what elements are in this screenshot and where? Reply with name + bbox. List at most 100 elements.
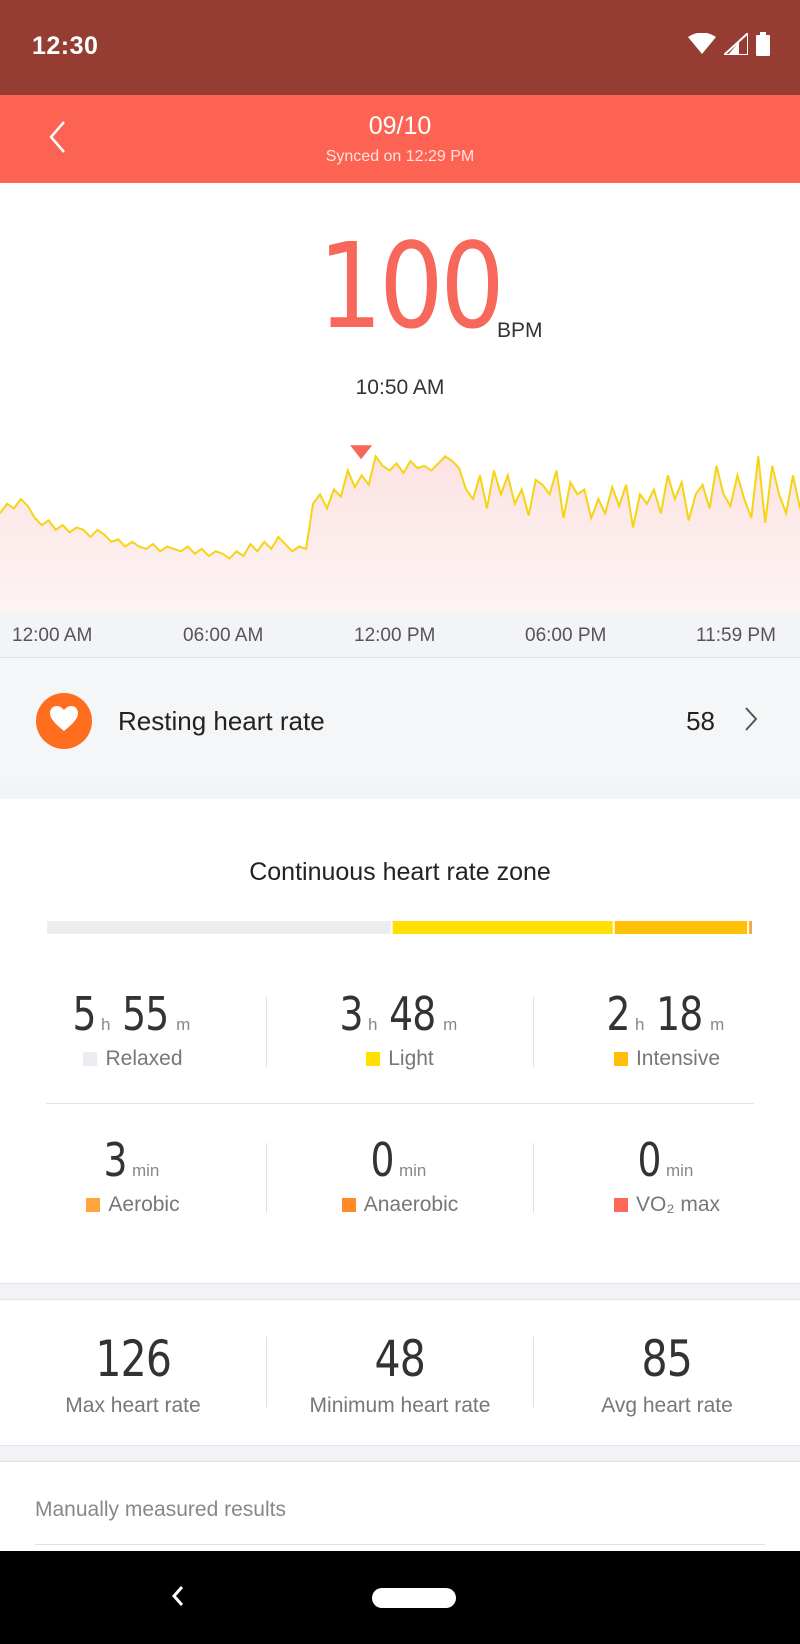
heart-rate-summary: 126 Max heart rate 48 Minimum heart rate… [0,1300,800,1445]
zone-swatch [83,1052,98,1066]
zone-label: Anaerobic [363,1193,459,1216]
divider [266,1143,267,1213]
zone-bar-aerobic [749,921,752,934]
zone-swatch [614,1198,628,1212]
status-icons [688,30,770,61]
divider [46,1103,754,1104]
manual-results-section[interactable]: Manually measured results [0,1462,800,1552]
zone-minutes-unit: m [710,1015,725,1034]
system-back-button[interactable] [158,1578,198,1618]
divider [266,997,267,1067]
zone-bar-relaxed [47,921,391,934]
zone-minutes: 0 [370,1133,394,1187]
zone-vo2max: 0 min VO₂ max [534,1133,800,1217]
divider [533,997,534,1067]
page-title: 09/10 [368,112,432,140]
divider [0,1445,800,1446]
battery-icon [756,32,770,61]
zone-minutes-unit: min [131,1161,160,1180]
divider [35,1544,765,1545]
divider [0,1299,800,1300]
chart-current-marker [350,445,373,460]
avg-heart-rate-label: Avg heart rate [601,1394,733,1417]
zone-bar-light [392,921,613,934]
zone-hours: 3 [339,987,363,1041]
chart-x-tick: 12:00 PM [354,625,436,646]
zone-label: VO₂ max [636,1193,720,1216]
heart-badge [36,693,92,749]
cell-signal-icon [721,30,749,60]
zone-anaerobic: 0 min Anaerobic [267,1133,533,1217]
zone-aerobic: 3 min Aerobic [0,1133,266,1217]
divider [533,1337,534,1407]
zone-title: Continuous heart rate zone [249,858,551,886]
heart-icon [50,705,78,737]
zone-minutes-unit: m [176,1015,191,1034]
sync-status: Synced on 12:29 PM [325,148,475,165]
section-gap [0,1284,800,1300]
chart-x-tick: 06:00 AM [183,625,264,646]
zone-minutes: 18 [655,987,703,1041]
resting-heart-rate-row[interactable]: Resting heart rate 58 [0,658,800,783]
zone-swatch [613,1052,628,1066]
status-time: 12:30 [32,32,99,60]
min-heart-rate-value: 48 [374,1330,426,1388]
zone-hours: 5 [72,987,96,1041]
zone-intensive: 2 h 18 m Intensive [534,987,800,1071]
heart-rate-section: 100 BPM 10:50 AM 12:00 AM 06:00 AM 12:00… [0,183,800,658]
manual-results-label: Manually measured results [35,1498,286,1521]
max-heart-rate-value: 126 [95,1330,172,1388]
app-bar: 09/10 Synced on 12:29 PM [0,95,800,183]
chart-x-tick: 11:59 PM [696,625,776,646]
zone-label: Intensive [635,1047,721,1070]
divider [0,1283,800,1284]
divider [0,657,800,658]
divider [0,1461,800,1462]
section-gap [0,783,800,799]
system-nav-bar [0,1551,800,1644]
zone-hours-unit: h [368,1015,378,1034]
chevron-left-icon [48,120,68,159]
zone-hours-unit: h [101,1015,111,1034]
system-home-button[interactable] [372,1588,456,1608]
divider [266,1337,267,1407]
zone-relaxed: 5 h 55 m Relaxed [0,987,266,1071]
heart-rate-chart[interactable] [0,423,800,798]
section-gap [0,1446,800,1462]
heart-rate-value: 100 [318,217,505,355]
chart-x-tick: 12:00 AM [12,625,93,646]
wifi-icon [688,32,716,60]
zone-label: Relaxed [105,1047,183,1070]
heart-rate-time: 10:50 AM [355,376,445,399]
heart-rate-unit: BPM [497,319,543,342]
chart-series-line [0,453,800,560]
chevron-right-icon [744,706,758,737]
zone-swatch [341,1198,356,1212]
heart-rate-zone-card: Continuous heart rate zone 5 h 55 m Relaxed… [0,800,800,1283]
resting-heart-rate-label: Resting heart rate [118,706,325,736]
divider [533,1143,534,1213]
chevron-left-icon [171,1585,185,1612]
zone-minutes-unit: min [665,1161,694,1180]
zone-minutes-unit: m [443,1015,458,1034]
resting-heart-rate-value: 58 [686,706,715,736]
zone-minutes-unit: min [398,1161,427,1180]
avg-heart-rate: 85 Avg heart rate [534,1330,800,1418]
zone-minutes: 0 [637,1133,661,1187]
max-heart-rate-label: Max heart rate [65,1394,201,1417]
zone-hours-unit: h [635,1015,645,1034]
chart-x-axis [0,613,800,658]
avg-heart-rate-value: 85 [641,1330,693,1388]
max-heart-rate: 126 Max heart rate [0,1330,266,1418]
zone-light: 3 h 48 m Light [267,987,533,1071]
zone-hours: 2 [606,987,630,1041]
status-bar: 12:30 [0,0,800,95]
zone-minutes: 3 [103,1133,127,1187]
zone-label: Light [388,1047,434,1070]
zone-bar-intensive [614,921,748,934]
back-button[interactable] [36,117,80,161]
min-heart-rate-label: Minimum heart rate [309,1394,491,1417]
chart-area-fill [0,456,800,613]
zone-swatch [366,1052,381,1066]
zone-bar [47,921,752,934]
